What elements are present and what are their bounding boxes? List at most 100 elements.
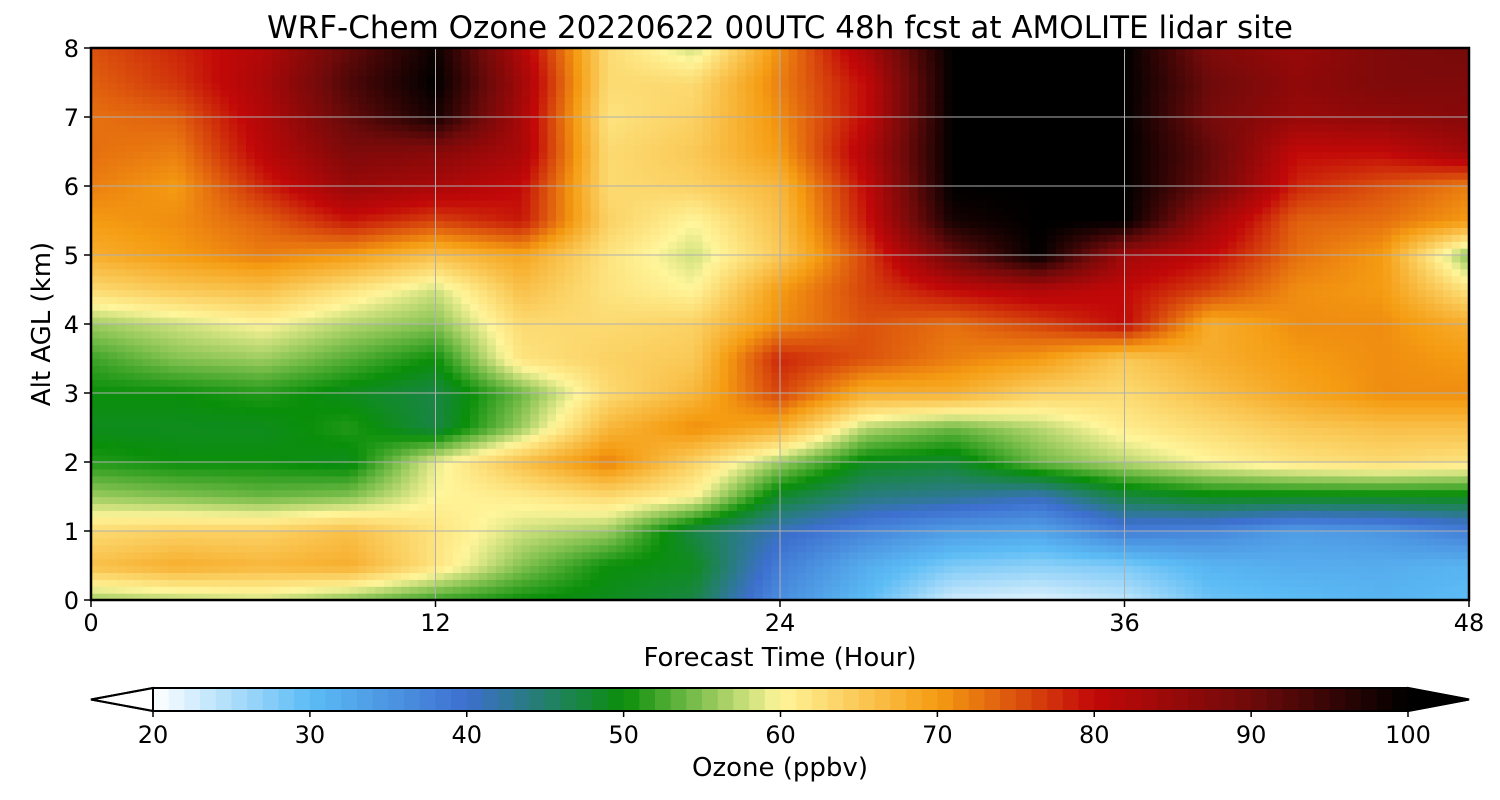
- heatmap-cell: [1236, 572, 1246, 580]
- heatmap-cell: [685, 489, 695, 498]
- heatmap-cell: [960, 475, 971, 484]
- heatmap-cell: [323, 386, 333, 394]
- heatmap-cell: [504, 586, 514, 594]
- heatmap-cell: [116, 551, 127, 560]
- heatmap-cell: [116, 413, 127, 422]
- heatmap-cell: [1210, 399, 1220, 408]
- heatmap-cell: [642, 489, 652, 498]
- heatmap-cell: [823, 517, 833, 525]
- heatmap-cell: [1374, 393, 1384, 401]
- heatmap-cell: [736, 455, 747, 463]
- heatmap-cell: [1357, 386, 1367, 394]
- heatmap-cell: [650, 496, 661, 504]
- heatmap-cell: [797, 448, 807, 456]
- heatmap-cell: [151, 572, 161, 580]
- heatmap-cell: [246, 475, 256, 484]
- heatmap-cell: [314, 455, 325, 463]
- heatmap-cell: [108, 537, 118, 546]
- heatmap-cell: [237, 406, 247, 415]
- heatmap-cell: [99, 558, 109, 567]
- heatmap-cell: [1262, 468, 1272, 477]
- heatmap-cell: [134, 544, 144, 553]
- heatmap-cell: [642, 510, 652, 518]
- heatmap-cell: [521, 524, 531, 532]
- heatmap-cell: [1451, 496, 1461, 504]
- heatmap-cell: [478, 544, 488, 553]
- heatmap-cell: [1090, 386, 1100, 394]
- heatmap-cell: [125, 593, 135, 600]
- heatmap-cell: [1434, 420, 1444, 429]
- heatmap-cell: [228, 503, 239, 511]
- heatmap-cell: [556, 551, 566, 560]
- heatmap-cell: [1064, 406, 1074, 415]
- heatmap-cell: [840, 475, 850, 484]
- heatmap-cell: [1408, 462, 1418, 470]
- heatmap-cell: [624, 448, 635, 456]
- heatmap-cell: [771, 551, 781, 560]
- heatmap-cell: [185, 551, 195, 560]
- heatmap-cell: [1090, 510, 1100, 518]
- heatmap-cell: [685, 544, 695, 553]
- heatmap-cell: [1417, 406, 1427, 415]
- heatmap-cell: [952, 455, 962, 463]
- heatmap-cell: [349, 413, 359, 422]
- heatmap-cell: [1133, 462, 1143, 470]
- heatmap-cell: [599, 475, 609, 484]
- heatmap-cell: [1176, 455, 1186, 463]
- heatmap-cell: [220, 482, 230, 491]
- heatmap-cell: [616, 531, 626, 539]
- heatmap-cell: [220, 551, 230, 560]
- heatmap-cell: [1202, 593, 1212, 600]
- heatmap-cell: [151, 496, 161, 504]
- heatmap-cell: [280, 572, 290, 580]
- heatmap-cell: [194, 462, 204, 470]
- heatmap-cell: [116, 531, 127, 539]
- heatmap-cell: [633, 537, 643, 546]
- heatmap-cell: [444, 462, 454, 470]
- heatmap-cell: [185, 399, 195, 408]
- heatmap-cell: [297, 379, 307, 387]
- heatmap-cell: [1193, 503, 1203, 511]
- heatmap-cell: [874, 393, 884, 401]
- heatmap-cell: [314, 413, 325, 422]
- heatmap-cell: [1021, 475, 1031, 484]
- heatmap-cell: [762, 393, 772, 401]
- heatmap-cell: [116, 441, 127, 449]
- heatmap-cell: [375, 448, 385, 456]
- heatmap-cell: [607, 462, 617, 470]
- heatmap-cell: [797, 468, 807, 477]
- heatmap-cell: [495, 468, 505, 477]
- heatmap-cell: [1253, 406, 1263, 415]
- heatmap-cell: [823, 551, 833, 560]
- heatmap-cell: [401, 510, 411, 518]
- heatmap-cell: [1296, 510, 1306, 518]
- heatmap-cell: [1107, 517, 1117, 525]
- heatmap-cell: [1322, 482, 1332, 491]
- heatmap-cell: [194, 468, 204, 477]
- heatmap-cell: [762, 434, 772, 442]
- heatmap-cell: [926, 593, 936, 600]
- heatmap-cell: [426, 406, 437, 415]
- heatmap-cell: [444, 386, 454, 394]
- heatmap-cell: [780, 558, 790, 567]
- heatmap-cell: [426, 448, 437, 456]
- heatmap-cell: [1038, 510, 1048, 518]
- heatmap-cell: [1098, 565, 1108, 573]
- heatmap-cell: [1141, 455, 1151, 463]
- heatmap-cell: [1176, 420, 1186, 429]
- heatmap-cell: [289, 462, 299, 470]
- heatmap-cell: [357, 517, 368, 525]
- heatmap-cell: [1038, 399, 1048, 408]
- heatmap-cell: [1012, 427, 1022, 435]
- heatmap-cell: [866, 558, 876, 567]
- heatmap-cell: [1167, 524, 1177, 532]
- heatmap-cell: [530, 468, 540, 477]
- heatmap-cell: [840, 455, 850, 463]
- heatmap-cell: [426, 482, 437, 491]
- heatmap-cell: [1270, 448, 1281, 456]
- heatmap-cell: [564, 427, 574, 435]
- heatmap-cell: [194, 379, 204, 387]
- heatmap-cell: [1288, 510, 1298, 518]
- heatmap-cell: [1382, 579, 1393, 587]
- heatmap-cell: [823, 434, 833, 442]
